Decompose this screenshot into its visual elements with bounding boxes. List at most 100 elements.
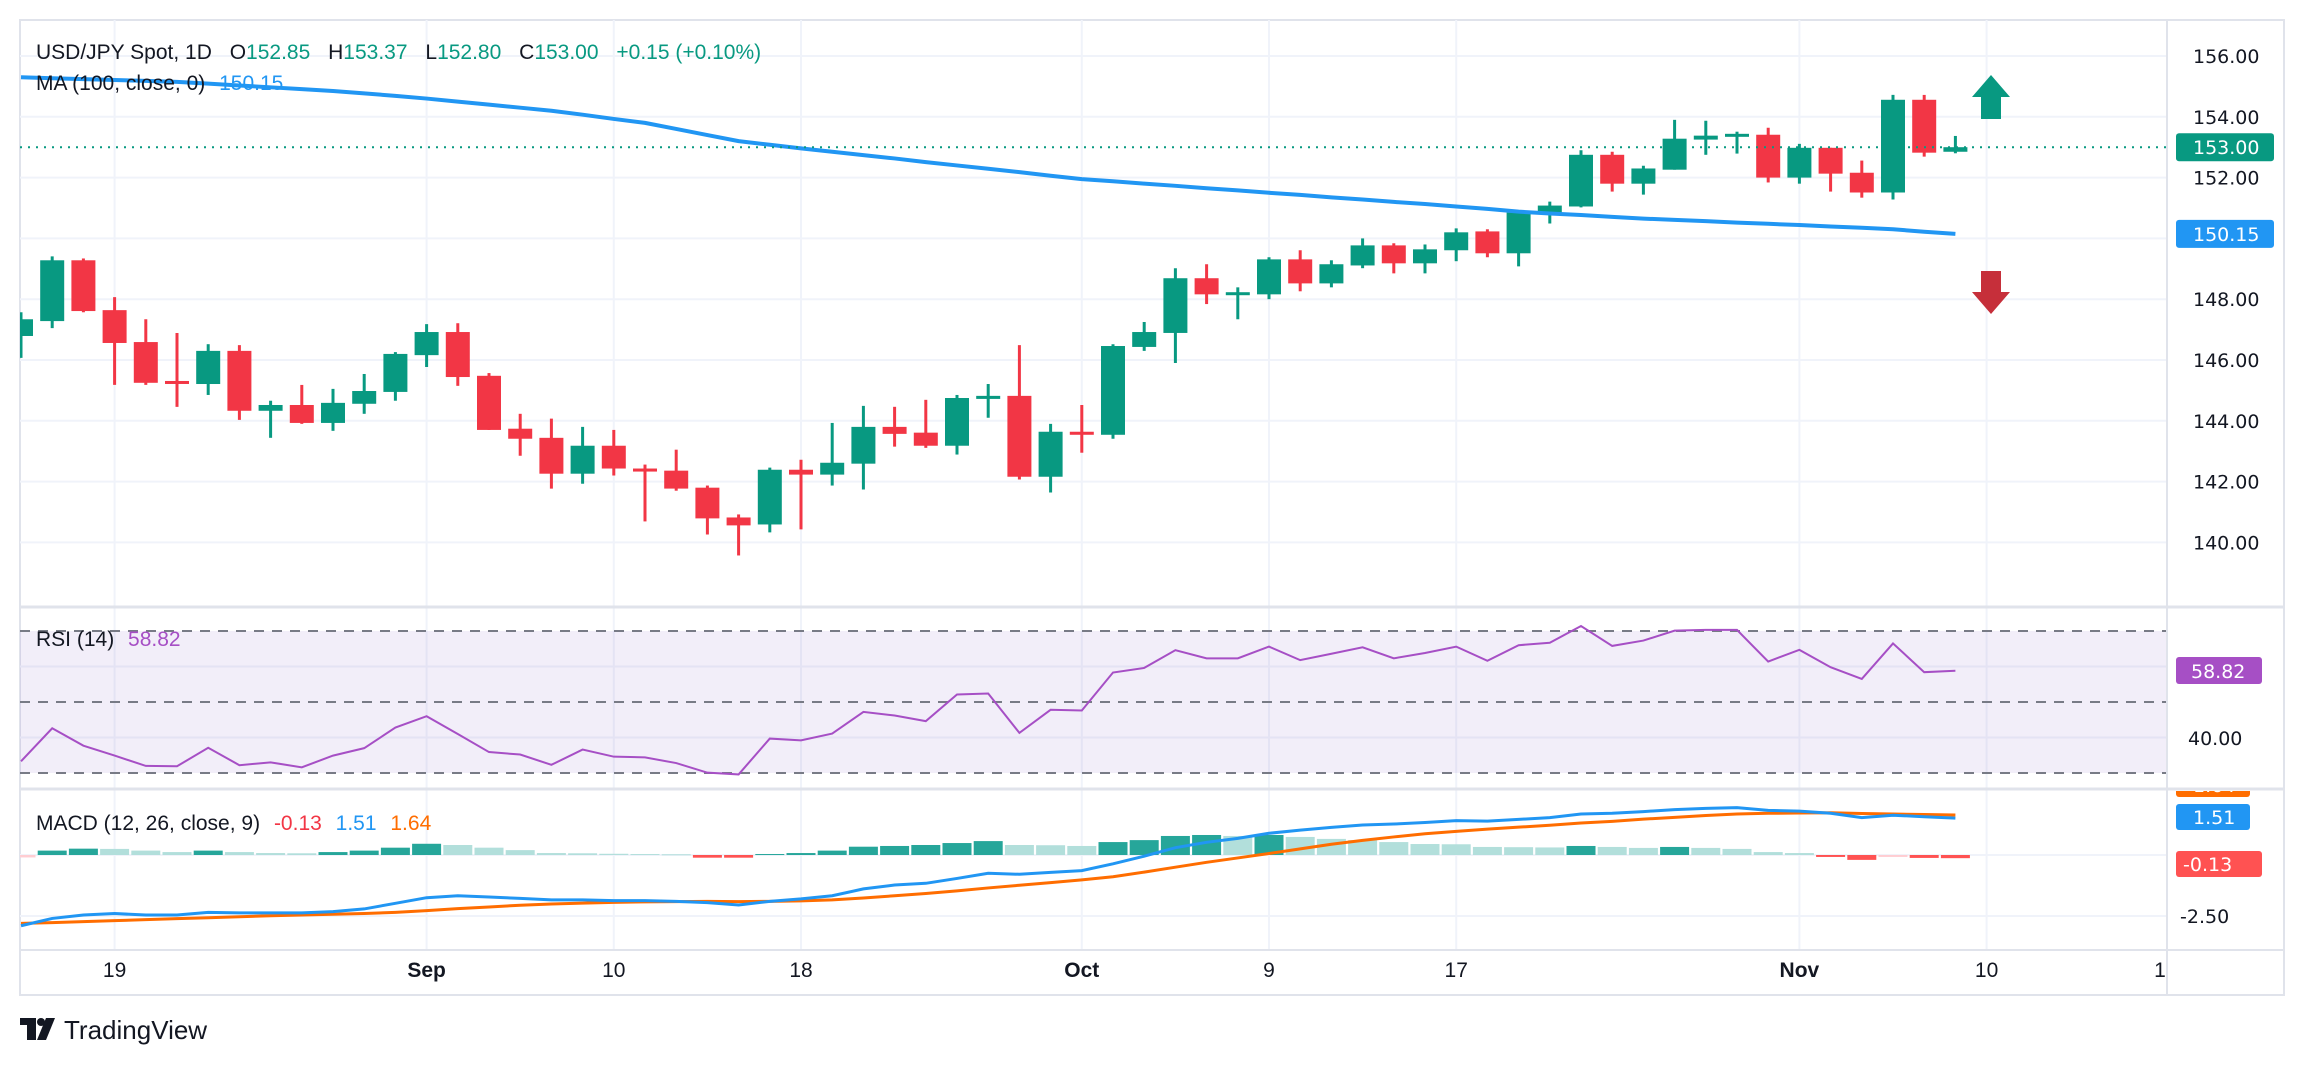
signal-line[interactable] [20, 811, 1956, 925]
time-axis-label: 1 [2154, 959, 2166, 982]
candle[interactable] [851, 405, 876, 490]
candle[interactable] [1600, 151, 1625, 192]
candle[interactable] [1444, 228, 1469, 262]
candle[interactable] [1194, 264, 1219, 305]
candle[interactable] [1350, 238, 1375, 269]
rsi-value: 58.82 [128, 628, 181, 651]
candle[interactable] [1569, 150, 1593, 208]
rsi-legend[interactable]: RSI (14) 58.82 [36, 628, 181, 651]
candle[interactable] [1257, 257, 1281, 300]
candle[interactable] [102, 297, 127, 385]
candle[interactable] [1756, 127, 1781, 183]
candle[interactable] [601, 429, 626, 476]
candle[interactable] [1818, 147, 1843, 192]
candle[interactable] [40, 256, 65, 329]
candle[interactable] [1943, 135, 1968, 154]
macd-histogram-bar [1036, 845, 1066, 855]
candle[interactable] [1225, 287, 1250, 320]
macd-histogram-bar [1441, 844, 1471, 855]
hist-value-badge-text: -0.13 [2183, 854, 2232, 876]
candle[interactable] [789, 459, 813, 530]
candle-body [227, 350, 252, 411]
candle[interactable] [1725, 131, 1749, 154]
candle[interactable] [757, 467, 782, 533]
candle[interactable] [1069, 404, 1094, 453]
legend-row-ma[interactable]: MA (100, close, 0) 150.15 [36, 72, 283, 95]
candle-body [102, 310, 127, 343]
candle[interactable] [1413, 244, 1437, 274]
candle[interactable] [71, 258, 96, 313]
macd-histogram-bar [474, 847, 504, 855]
macd-histogram-bar [37, 850, 67, 855]
candle[interactable] [289, 384, 314, 424]
candle[interactable] [352, 373, 377, 414]
price-axis-tick: 156.00 [2193, 46, 2259, 68]
macd-histogram-bar [1940, 855, 1970, 859]
macd-pane[interactable] [7, 806, 1970, 928]
candle[interactable] [414, 324, 439, 367]
candle[interactable] [508, 413, 533, 456]
candle[interactable] [383, 352, 408, 401]
candle[interactable] [1288, 250, 1313, 292]
rsi-pane[interactable] [20, 624, 1956, 776]
rsi-line[interactable] [20, 624, 1956, 776]
candle[interactable] [1506, 211, 1531, 267]
candle[interactable] [820, 422, 845, 486]
candle[interactable] [539, 418, 564, 489]
price-axis[interactable]: 156.00 154.00 152.00 148.00 146.00 144.00 142.… [2176, 46, 2274, 554]
price-pane[interactable] [9, 75, 2167, 556]
candle[interactable] [1631, 165, 1656, 195]
candle[interactable] [1101, 344, 1125, 439]
hist-value-badge [2176, 851, 2262, 877]
candle[interactable] [1693, 120, 1718, 155]
candle[interactable] [945, 394, 969, 455]
tradingview-logo[interactable]: TradingView [20, 1015, 207, 1045]
candle[interactable] [445, 323, 470, 386]
candle[interactable] [882, 406, 907, 447]
time-axis[interactable]: 19 Sep 10 18 Oct 9 17 Nov 10 1 [103, 959, 2166, 982]
candle[interactable] [9, 312, 33, 358]
candle[interactable] [664, 449, 689, 491]
macd-axis-tick: -2.50 [2180, 906, 2229, 928]
candle-body [913, 432, 938, 446]
macd-signal-value: 1.64 [390, 812, 431, 835]
candle[interactable] [570, 426, 595, 484]
candle[interactable] [1912, 94, 1937, 157]
macd-axis[interactable]: -2.50 1.64 1.51 -0.13 [2176, 772, 2262, 928]
candle[interactable] [1475, 229, 1500, 258]
macd-histogram-bar [536, 853, 566, 855]
candle-body [1881, 99, 1905, 193]
macd-line[interactable] [20, 806, 1956, 928]
candle[interactable] [477, 373, 501, 430]
candle[interactable] [1007, 345, 1032, 480]
macd-histogram-bar [817, 850, 847, 855]
macd-histogram-bar [162, 852, 192, 855]
candle[interactable] [227, 345, 252, 420]
candle[interactable] [726, 514, 751, 556]
rsi-axis[interactable]: 40.00 58.82 [2176, 657, 2262, 750]
macd-histogram-bar [1098, 842, 1128, 855]
candle[interactable] [1132, 322, 1157, 351]
candle[interactable] [1787, 143, 1812, 184]
candle[interactable] [133, 319, 158, 385]
candle[interactable] [976, 384, 1001, 418]
candle[interactable] [1163, 268, 1188, 364]
candle-body [1163, 278, 1188, 333]
candle[interactable] [695, 485, 720, 535]
candle[interactable] [258, 400, 283, 438]
candle-body [1194, 278, 1219, 295]
macd-histogram-bar [1753, 852, 1783, 855]
candle[interactable] [321, 388, 345, 431]
candle[interactable] [1849, 160, 1874, 198]
candle[interactable] [165, 332, 189, 407]
candle[interactable] [1038, 423, 1063, 493]
ma-line[interactable] [20, 75, 1956, 236]
macd-legend[interactable]: MACD (12, 26, close, 9) -0.13 1.51 1.64 [36, 812, 432, 835]
candle[interactable] [1662, 119, 1687, 170]
candle[interactable] [1381, 243, 1406, 274]
candle[interactable] [633, 464, 657, 522]
candle[interactable] [913, 399, 938, 448]
candle[interactable] [196, 344, 221, 395]
candle[interactable] [1319, 260, 1344, 288]
